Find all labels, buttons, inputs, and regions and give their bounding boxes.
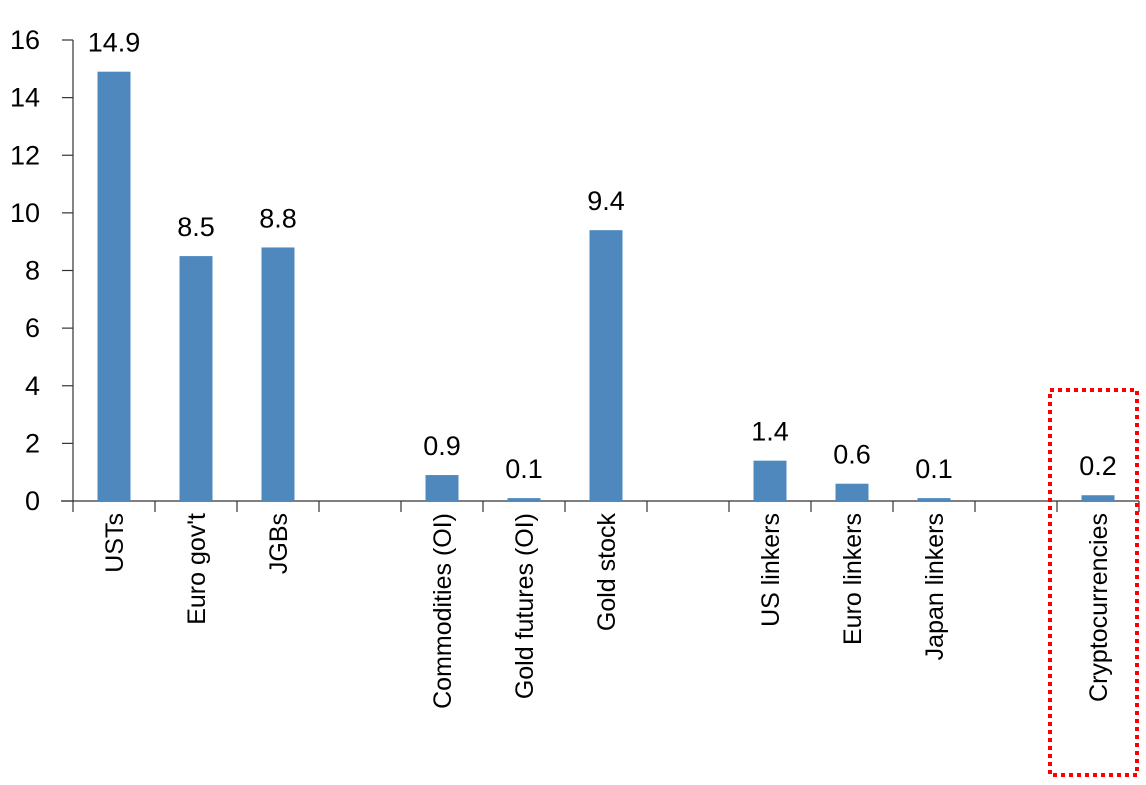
bar bbox=[1081, 495, 1115, 501]
y-tick-label: 0 bbox=[25, 486, 40, 516]
x-tick-label: Euro gov't bbox=[183, 513, 211, 625]
data-label: 0.1 bbox=[915, 454, 953, 484]
x-tick-label: Euro linkers bbox=[839, 513, 867, 645]
y-tick-label: 12 bbox=[10, 140, 40, 170]
data-label: 9.4 bbox=[587, 186, 625, 216]
data-label: 0.2 bbox=[1079, 451, 1117, 481]
bar bbox=[917, 498, 951, 501]
y-tick-label: 10 bbox=[10, 198, 40, 228]
bar bbox=[835, 483, 869, 501]
y-tick-label: 14 bbox=[10, 83, 40, 113]
x-tick-label: Japan linkers bbox=[921, 513, 949, 660]
data-label: 8.8 bbox=[259, 203, 297, 233]
data-label: 14.9 bbox=[88, 28, 141, 58]
y-tick-label: 2 bbox=[25, 428, 40, 458]
x-tick-label: Gold futures (OI) bbox=[511, 513, 539, 699]
x-tick-label: USTs bbox=[101, 513, 129, 573]
data-label: 0.9 bbox=[423, 431, 461, 461]
x-tick-label: Cryptocurrencies bbox=[1085, 513, 1113, 702]
y-tick-label: 16 bbox=[10, 25, 40, 55]
data-label: 0.1 bbox=[505, 454, 543, 484]
highlight-box bbox=[1048, 388, 1139, 777]
bar bbox=[753, 460, 787, 501]
bar bbox=[425, 475, 459, 501]
bar bbox=[589, 230, 623, 501]
data-label: 1.4 bbox=[751, 417, 789, 447]
x-tick-label: Gold stock bbox=[593, 513, 621, 632]
x-tick-label: Commodities (OI) bbox=[429, 513, 457, 709]
x-tick-label: US linkers bbox=[757, 513, 785, 627]
bar bbox=[179, 256, 213, 501]
y-tick-label: 8 bbox=[25, 256, 40, 286]
x-tick-label: JGBs bbox=[265, 513, 293, 574]
bar bbox=[97, 71, 131, 501]
y-tick-label: 6 bbox=[25, 313, 40, 343]
y-tick-label: 4 bbox=[25, 371, 40, 401]
data-label: 0.6 bbox=[833, 440, 871, 470]
bar bbox=[507, 498, 541, 501]
data-label: 8.5 bbox=[177, 212, 215, 242]
bar bbox=[261, 247, 295, 501]
